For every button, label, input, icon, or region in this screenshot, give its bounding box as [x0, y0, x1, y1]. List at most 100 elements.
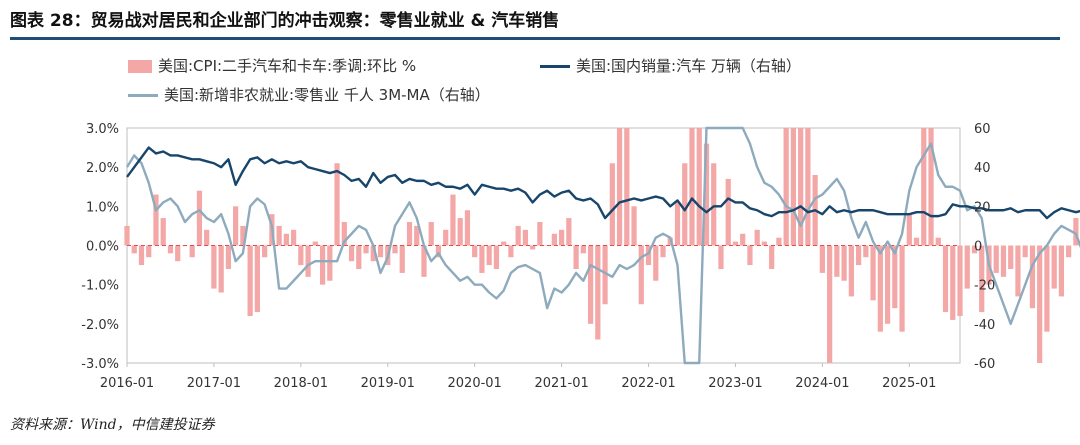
bar-used-car-cpi [501, 241, 507, 246]
bar-used-car-cpi [160, 218, 166, 246]
bar-used-car-cpi [486, 245, 492, 266]
bar-used-car-cpi [493, 245, 500, 269]
legend-item-used-car-cpi: 美国:CPI:二手汽车和卡车:季调:环比 % [128, 55, 416, 76]
bar-used-car-cpi [834, 245, 840, 277]
bar-used-car-cpi [464, 210, 471, 246]
bar-used-car-cpi [356, 245, 362, 269]
x-axis-tick-label: 2017-01 [187, 376, 241, 391]
right-axis-tick-label: 20 [974, 200, 991, 215]
bar-used-car-cpi [196, 190, 203, 246]
bar-used-car-cpi [660, 245, 666, 258]
bar-used-car-cpi [703, 143, 710, 246]
bar-used-car-cpi [725, 178, 731, 246]
bar-used-car-cpi [674, 202, 681, 246]
bar-used-car-cpi [1029, 245, 1036, 309]
bar-used-car-cpi [609, 163, 615, 246]
chart-plot: -3.0% -2.0% -1.0% 0.0% 1.0% 2.0% 3.0% -60 -40 -20… [81, 122, 1080, 391]
bar-used-car-cpi [761, 241, 768, 246]
bar-used-car-cpi [913, 237, 920, 246]
bar-used-car-cpi [428, 222, 434, 246]
bar-used-car-cpi [805, 128, 811, 246]
bar-used-car-cpi [957, 245, 963, 316]
bar-used-car-cpi [754, 229, 760, 246]
x-axis-tick-label: 2025-01 [882, 376, 936, 391]
bar-used-car-cpi [211, 245, 217, 289]
bar-used-car-cpi [747, 245, 753, 266]
bar-used-car-cpi [718, 245, 724, 269]
left-axis-tick-label: 0.0% [86, 240, 119, 255]
bar-used-car-cpi [595, 245, 601, 340]
bar-used-car-cpi [146, 245, 152, 258]
bar-used-car-cpi [450, 194, 456, 246]
bar-used-car-cpi [819, 245, 825, 273]
x-axis-tick-label: 2020-01 [448, 376, 502, 391]
bar-used-car-cpi [580, 245, 586, 254]
bar-used-car-cpi [740, 233, 746, 246]
bar-used-car-cpi [566, 218, 572, 246]
bar-used-car-cpi [1044, 245, 1050, 332]
bar-used-car-cpi [247, 245, 253, 316]
x-axis-tick-label: 2018-01 [274, 376, 328, 391]
bar-used-car-cpi [689, 128, 695, 246]
bar-used-car-cpi [515, 225, 521, 246]
x-axis-tick-label: 2023-01 [708, 376, 762, 391]
bar-used-car-cpi [1066, 245, 1072, 258]
bar-used-car-cpi [233, 206, 239, 246]
bar-used-car-cpi [935, 237, 941, 246]
left-axis-tick-label: -1.0% [81, 279, 119, 294]
bar-used-car-cpi [327, 245, 333, 281]
bar-used-car-cpi [638, 245, 644, 305]
legend-item-retail-jobs: 美国:新增非农就业:零售业 千人 3M-MA（右轴） [128, 84, 490, 105]
bar-used-car-cpi [319, 245, 326, 285]
bar-used-car-cpi [334, 163, 340, 246]
bar-used-car-cpi [979, 245, 985, 313]
bar-used-car-cpi [732, 241, 739, 246]
bar-used-car-cpi [624, 128, 630, 246]
legend-swatch-bar [128, 60, 152, 73]
left-axis-tick-label: 2.0% [86, 161, 119, 176]
bar-used-car-cpi [892, 245, 898, 309]
right-axis-tick-label: -60 [974, 357, 995, 372]
bar-used-car-cpi [508, 245, 514, 258]
bar-used-car-cpi [443, 229, 449, 246]
bar-used-car-cpi [175, 245, 181, 262]
bar-used-car-cpi [696, 128, 702, 246]
bar-used-car-cpi [942, 245, 949, 313]
bar-used-car-cpi [167, 245, 174, 254]
bar-used-car-cpi [993, 245, 999, 273]
legend-label-retail-jobs: 美国:新增非农就业:零售业 千人 3M-MA（右轴） [164, 86, 490, 104]
bar-used-car-cpi [131, 245, 137, 254]
line-auto-sales [126, 146, 1080, 220]
source-note: 资料来源：Wind，中信建投证券 [10, 417, 215, 433]
bar-used-car-cpi [435, 245, 442, 258]
left-axis-tick-label: -2.0% [81, 318, 119, 333]
x-axis-tick-label: 2016-01 [100, 376, 154, 391]
bar-used-car-cpi [884, 245, 891, 324]
x-axis-tick-label: 2021-01 [534, 376, 588, 391]
bar-used-car-cpi [298, 245, 304, 266]
bar-used-car-cpi [769, 245, 775, 269]
bar-used-car-cpi [262, 245, 268, 258]
bar-used-car-cpi [392, 245, 398, 254]
bar-used-car-cpi [616, 128, 623, 246]
x-axis-tick-label: 2022-01 [621, 376, 675, 391]
bar-used-car-cpi [950, 245, 956, 320]
bar-used-car-cpi [602, 245, 608, 305]
legend-swatch-light-line [128, 94, 158, 97]
bar-used-car-cpi [377, 245, 384, 258]
bar-used-car-cpi [827, 245, 833, 363]
bar-used-car-cpi [305, 245, 311, 277]
bar-used-car-cpi [537, 222, 543, 246]
bar-used-car-cpi [928, 128, 934, 246]
bar-used-car-cpi [530, 245, 536, 250]
bar-used-car-cpi [877, 245, 883, 332]
bar-used-car-cpi [855, 245, 862, 266]
bar-used-car-cpi [218, 245, 224, 293]
line-retail-jobs [125, 126, 1080, 365]
bar-used-car-cpi [551, 233, 557, 246]
bar-used-car-cpi [240, 225, 246, 246]
bar-used-car-cpi [370, 245, 376, 262]
bar-used-car-cpi [312, 241, 318, 246]
left-axis-tick-label: -3.0% [81, 357, 119, 372]
legend-swatch-dark-line [540, 65, 570, 68]
